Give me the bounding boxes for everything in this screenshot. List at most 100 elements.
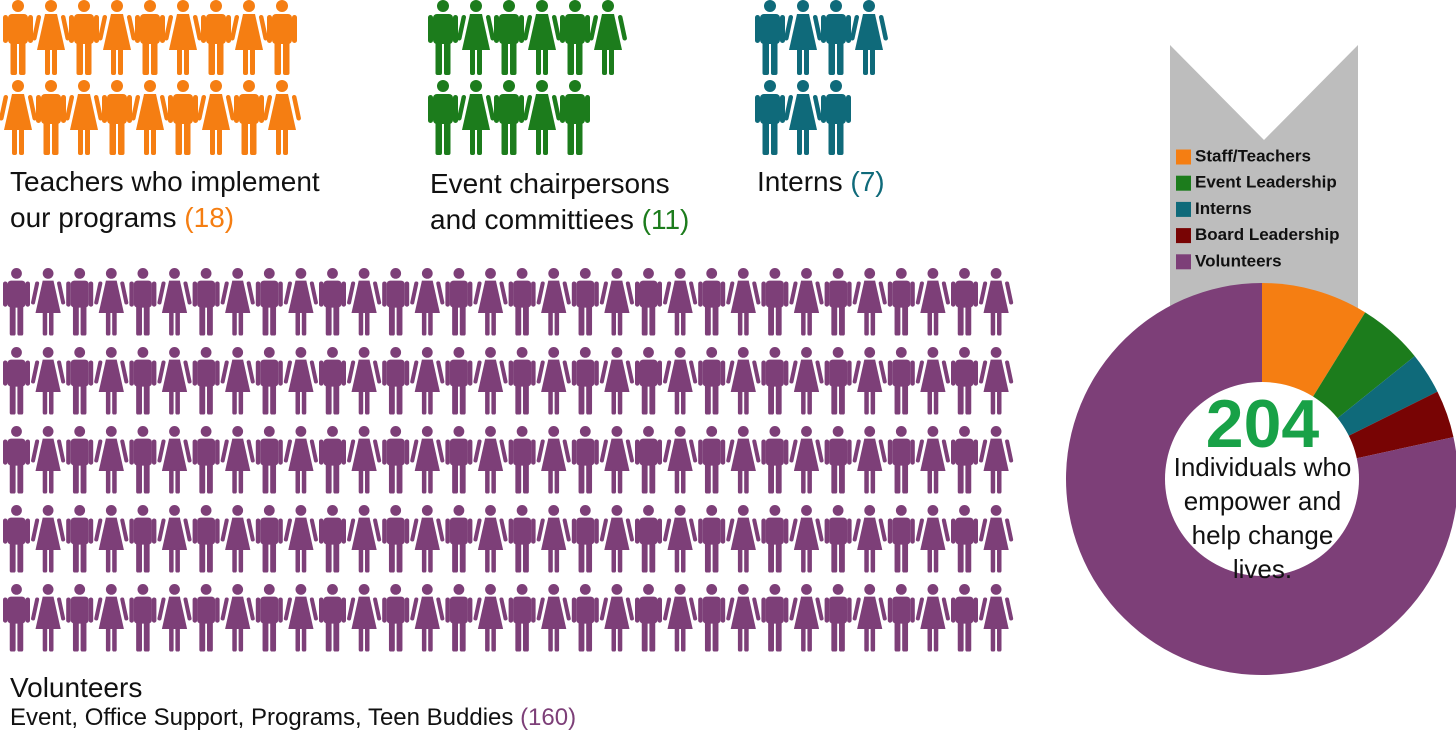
person-icon: [852, 426, 888, 494]
person-icon: [789, 505, 824, 573]
person-icon: [66, 268, 94, 336]
person-icon: [789, 426, 824, 494]
person-icon: [220, 268, 256, 336]
person-icon: [409, 426, 445, 494]
person-icon: [951, 584, 978, 652]
person-icon: [283, 426, 319, 494]
person-icon: [536, 268, 572, 336]
legend-swatch: [1176, 201, 1191, 217]
group-label: Volunteers: [10, 670, 142, 706]
person-icon: [445, 505, 473, 573]
person-icon: [508, 426, 536, 494]
person-icon: [66, 347, 94, 415]
legend-label: Volunteers: [1195, 251, 1282, 270]
person-icon: [3, 268, 31, 336]
category-label: Interns: [757, 166, 843, 197]
count-label: (7): [850, 166, 885, 197]
person-icon: [456, 80, 496, 155]
person-icon: [445, 268, 473, 336]
person-icon: [129, 584, 157, 652]
person-icon: [192, 347, 220, 415]
person-icon: [382, 584, 410, 652]
person-icon: [571, 347, 599, 415]
person-icon: [824, 505, 852, 573]
person-icon: [255, 268, 283, 336]
person-icon: [662, 268, 698, 336]
person-icon: [536, 505, 572, 573]
person-icon: [761, 584, 789, 652]
person-icon: [36, 80, 66, 155]
person-icon: [473, 426, 508, 494]
person-icon: [473, 505, 508, 573]
person-icon: [887, 426, 915, 494]
person-icon: [220, 426, 256, 494]
person-icon: [849, 0, 889, 75]
person-icon: [30, 584, 66, 652]
person-icon: [192, 268, 220, 336]
legend-swatch: [1176, 149, 1191, 165]
person-icon: [725, 505, 761, 573]
ribbon: [1170, 45, 1358, 330]
person-icon: [915, 505, 951, 573]
person-icon: [262, 80, 302, 155]
person-icon: [428, 80, 458, 155]
legend-label: Interns: [1195, 199, 1252, 218]
person-icon: [3, 347, 31, 415]
person-icon: [536, 426, 572, 494]
person-icon: [192, 584, 220, 652]
person-icon: [129, 505, 157, 573]
person-icon: [473, 347, 508, 415]
person-icon: [698, 505, 726, 573]
person-icon: [915, 268, 951, 336]
person-icon: [66, 505, 94, 573]
person-icon: [951, 347, 978, 415]
person-icon: [409, 584, 445, 652]
person-icon: [783, 80, 823, 155]
person-icon: [508, 505, 536, 573]
person-icon: [157, 426, 192, 494]
note: Event, Office Support, Programs, Teen Bu…: [10, 704, 514, 731]
donut-hole: [1165, 382, 1359, 576]
person-icon: [31, 0, 71, 75]
person-icon: [978, 268, 1014, 336]
person-icon: [319, 426, 346, 494]
person-icon: [522, 0, 562, 75]
person-icon: [951, 426, 978, 494]
person-icon: [409, 347, 445, 415]
person-icon: [725, 426, 761, 494]
person-icon: [571, 505, 599, 573]
person-icon: [220, 505, 256, 573]
person-icon: [789, 584, 824, 652]
group-label: Teachers who implement our programs (18): [10, 164, 355, 236]
person-icon: [3, 426, 31, 494]
person-icon: [508, 584, 536, 652]
person-icon: [761, 505, 789, 573]
person-icon: [852, 268, 888, 336]
person-icon: [283, 505, 319, 573]
person-icon: [93, 347, 129, 415]
person-icon: [163, 0, 203, 75]
person-icon: [761, 426, 789, 494]
group-note: Event, Office Support, Programs, Teen Bu…: [10, 704, 576, 732]
person-icon: [887, 505, 915, 573]
person-icon: [635, 584, 662, 652]
person-icon: [698, 268, 726, 336]
person-icon: [599, 505, 635, 573]
person-icon: [382, 426, 410, 494]
person-icon: [473, 268, 508, 336]
person-icon: [220, 584, 256, 652]
person-icon: [725, 584, 761, 652]
person-icon: [445, 347, 473, 415]
person-icon: [97, 0, 137, 75]
person-icon: [599, 426, 635, 494]
person-icon: [319, 505, 346, 573]
group-label: Interns (7): [757, 164, 957, 200]
person-icon: [428, 0, 458, 75]
person-icon: [129, 347, 157, 415]
person-icon: [3, 505, 31, 573]
person-icon: [409, 505, 445, 573]
person-icon: [129, 268, 157, 336]
person-icon: [267, 0, 297, 75]
person-icon: [824, 268, 852, 336]
